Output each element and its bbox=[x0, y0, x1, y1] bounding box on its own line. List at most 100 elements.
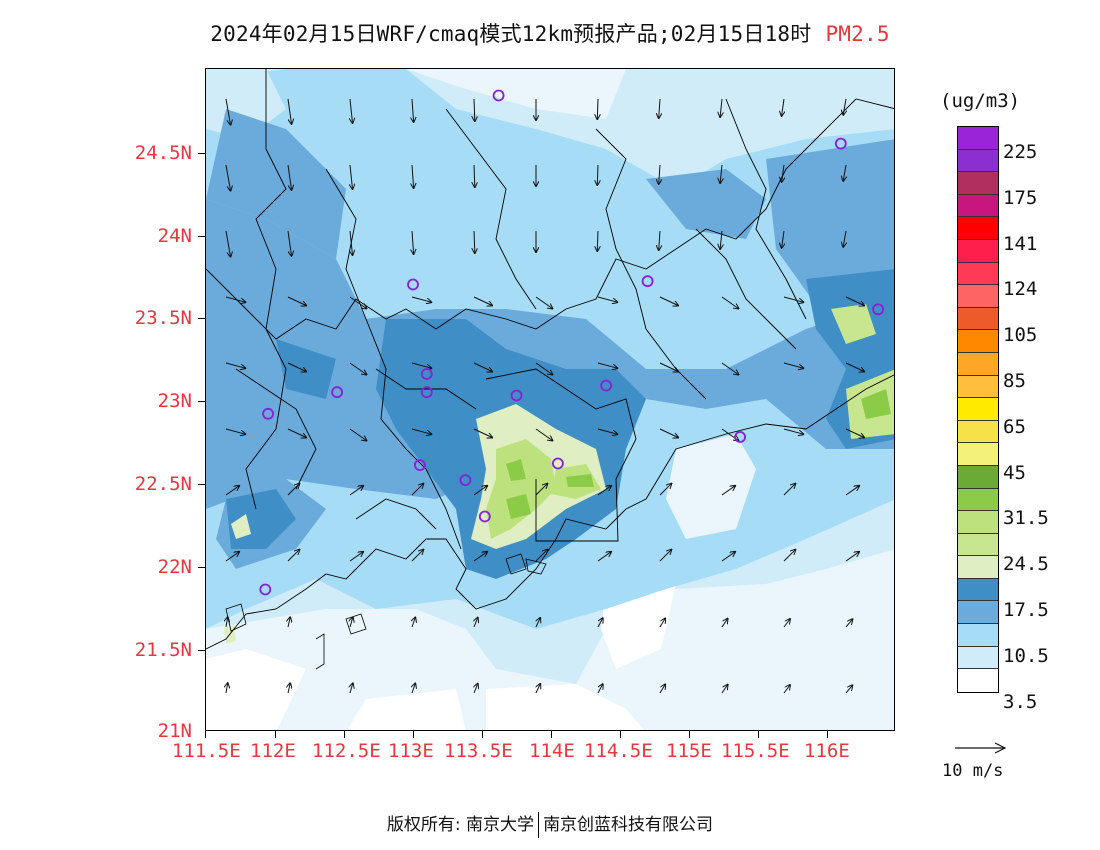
station-marker[interactable] bbox=[407, 278, 419, 291]
colorbar-label: 3.5 bbox=[1003, 690, 1038, 713]
heavy-zone bbox=[506, 459, 526, 481]
colorbar-swatch bbox=[958, 488, 998, 512]
station-marker[interactable] bbox=[478, 510, 491, 523]
pm25-map[interactable] bbox=[205, 68, 895, 731]
wind-arrow bbox=[843, 98, 846, 115]
wind-arrow bbox=[783, 296, 803, 302]
wind-arrow bbox=[287, 230, 292, 256]
wind-arrow bbox=[597, 428, 617, 434]
colorbar-swatch bbox=[958, 352, 998, 376]
wind-arrow bbox=[225, 164, 231, 191]
wind-arrow bbox=[597, 486, 611, 496]
wind-arrow bbox=[474, 684, 478, 694]
lon-tick-mark bbox=[827, 731, 828, 738]
lat-tick-mark bbox=[198, 650, 205, 651]
station-marker[interactable] bbox=[420, 386, 433, 399]
station-marker[interactable] bbox=[734, 431, 746, 443]
wind-arrow bbox=[597, 552, 611, 562]
wind-arrow bbox=[721, 296, 738, 309]
wind-arrow bbox=[225, 296, 245, 302]
colorbar-swatch bbox=[958, 533, 998, 557]
colorbar-label: 24.5 bbox=[1003, 553, 1049, 576]
station-marker[interactable] bbox=[262, 407, 274, 420]
wind-arrow bbox=[473, 296, 492, 306]
station-marker[interactable] bbox=[259, 583, 272, 596]
wind-arrow bbox=[412, 98, 414, 122]
wind-arrow bbox=[473, 486, 487, 496]
wind-arrow bbox=[597, 362, 617, 368]
colorbar-swatch bbox=[958, 465, 998, 489]
wind-arrow bbox=[659, 684, 665, 694]
colorbar-swatch bbox=[958, 398, 998, 421]
wind-arrow bbox=[845, 552, 859, 562]
wind-arrow bbox=[349, 486, 363, 496]
station-marker[interactable] bbox=[492, 89, 505, 102]
station-marker[interactable] bbox=[510, 389, 523, 402]
wind-arrow bbox=[783, 428, 803, 434]
station-marker[interactable] bbox=[872, 303, 884, 316]
station-markers bbox=[259, 89, 884, 596]
station-marker[interactable] bbox=[641, 275, 654, 288]
wind-arrow bbox=[721, 552, 735, 562]
wind-arrow bbox=[536, 684, 540, 694]
clean-zone bbox=[347, 689, 466, 730]
station-marker[interactable] bbox=[331, 386, 344, 399]
wind-arrow bbox=[535, 484, 547, 496]
wind-arrow bbox=[720, 164, 722, 183]
wind-arrow bbox=[535, 550, 547, 562]
colorbar-swatch bbox=[958, 624, 998, 647]
station-marker[interactable] bbox=[459, 474, 472, 487]
wind-arrow bbox=[721, 685, 728, 694]
wind-arrow bbox=[721, 362, 738, 375]
colorbar-label: 45 bbox=[1003, 461, 1026, 484]
station-marker[interactable] bbox=[420, 368, 433, 380]
station-marker[interactable] bbox=[600, 379, 613, 392]
wind-arrow bbox=[287, 362, 306, 372]
colorbar-swatch bbox=[958, 601, 998, 625]
wind-arrow bbox=[350, 230, 353, 255]
colorbar-swatch bbox=[958, 330, 998, 353]
wind-arrow bbox=[597, 684, 603, 694]
wind-arrow bbox=[287, 164, 292, 190]
colorbar-swatch bbox=[958, 669, 998, 692]
lat-tick-mark bbox=[198, 153, 205, 154]
colorbar-label: 141 bbox=[1003, 232, 1038, 255]
wind-arrow bbox=[843, 230, 846, 247]
wind-arrow bbox=[536, 618, 540, 628]
colorbar-swatch bbox=[958, 375, 998, 399]
station-marker[interactable] bbox=[551, 457, 564, 470]
colorbar-swatch bbox=[958, 578, 998, 602]
wind-arrow bbox=[225, 98, 231, 125]
wind-arrow bbox=[721, 619, 728, 628]
wind-arrow bbox=[474, 618, 478, 628]
wind-arrow bbox=[535, 428, 552, 441]
wind-arrow bbox=[411, 484, 423, 496]
footer-divider bbox=[538, 812, 540, 838]
wind-arrow bbox=[845, 685, 852, 694]
lon-tick-label: 114E bbox=[529, 740, 575, 762]
lon-tick-label: 114.5E bbox=[584, 740, 653, 762]
low-zone bbox=[206, 549, 894, 730]
low-zone bbox=[666, 434, 756, 539]
wind-arrow bbox=[659, 484, 671, 496]
wind-arrow bbox=[287, 296, 306, 306]
wind-arrow bbox=[288, 617, 290, 628]
heavy-zone bbox=[486, 439, 556, 539]
lon-tick-mark bbox=[413, 731, 414, 738]
wind-arrow bbox=[226, 683, 228, 694]
station-marker[interactable] bbox=[413, 459, 426, 472]
colorbar-swatch bbox=[958, 262, 998, 286]
station-marker[interactable] bbox=[834, 137, 847, 150]
wind-arrow bbox=[782, 230, 784, 248]
lon-tick-mark bbox=[344, 731, 345, 738]
wind-arrow bbox=[659, 98, 660, 118]
wind-arrow bbox=[845, 362, 864, 372]
wind-arrow bbox=[474, 230, 475, 253]
wind-arrow bbox=[783, 685, 790, 694]
wind-arrow bbox=[783, 362, 803, 368]
pollutant-label: PM2.5 bbox=[825, 22, 890, 46]
wind-arrow bbox=[474, 98, 475, 121]
colorbar-swatch bbox=[958, 556, 998, 579]
wind-arrow bbox=[225, 552, 239, 562]
lat-tick-label: 22.5N bbox=[134, 473, 192, 495]
